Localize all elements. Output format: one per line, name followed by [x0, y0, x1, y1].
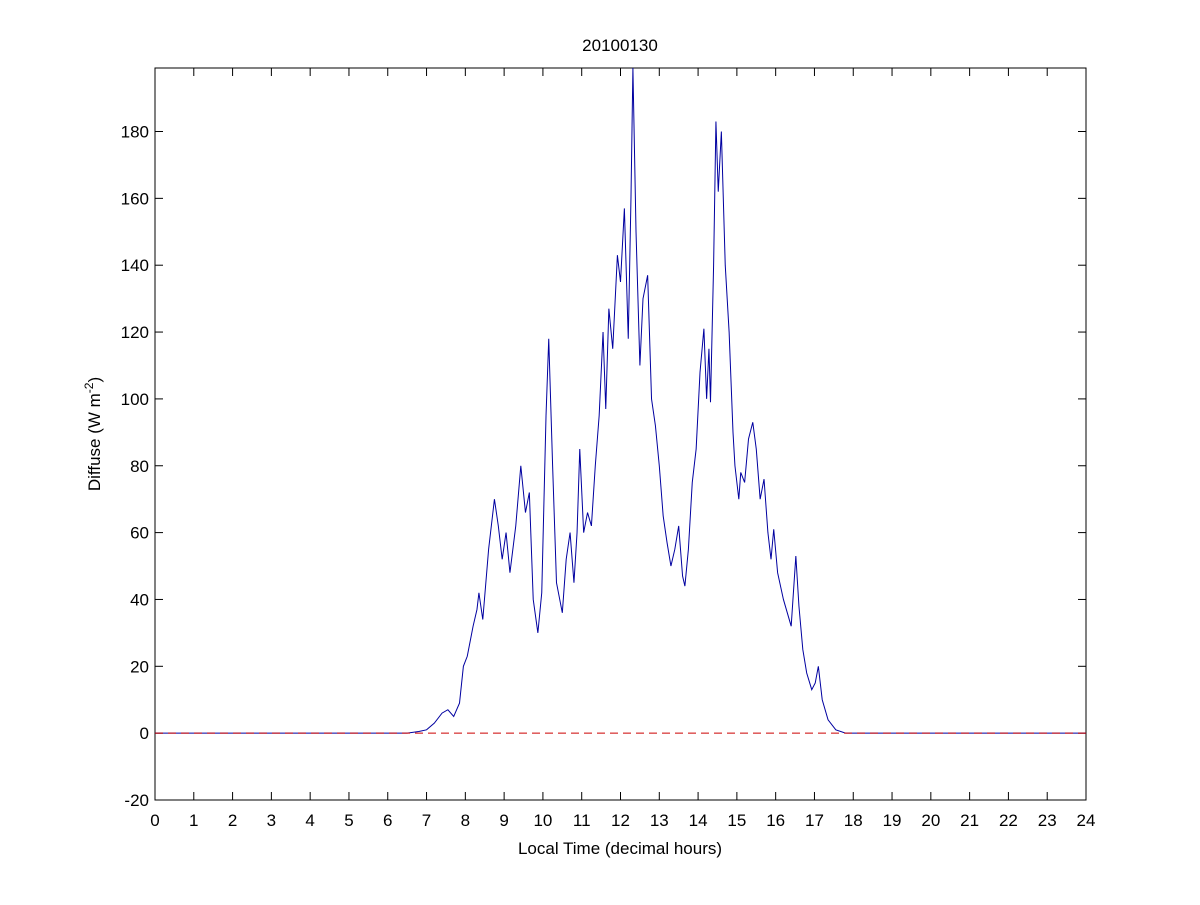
y-tick-label: 20	[130, 657, 149, 676]
x-tick-label: 13	[650, 811, 669, 830]
x-tick-label: 7	[422, 811, 431, 830]
y-tick-label: 80	[130, 457, 149, 476]
x-tick-label: 15	[727, 811, 746, 830]
y-tick-label: 160	[121, 189, 149, 208]
x-tick-label: 2	[228, 811, 237, 830]
x-tick-label: 17	[805, 811, 824, 830]
x-tick-label: 6	[383, 811, 392, 830]
x-tick-label: 0	[150, 811, 159, 830]
x-tick-label: 19	[883, 811, 902, 830]
x-tick-label: 1	[189, 811, 198, 830]
data-line	[155, 67, 1086, 734]
y-axis-label-main: Diffuse (W m	[85, 393, 104, 491]
x-tick-label: 3	[267, 811, 276, 830]
y-axis-label-end: )	[85, 377, 104, 383]
x-tick-label: 14	[689, 811, 708, 830]
x-tick-label: 12	[611, 811, 630, 830]
x-tick-label: 5	[344, 811, 353, 830]
x-tick-label: 21	[960, 811, 979, 830]
x-tick-label: 11	[573, 811, 591, 830]
y-axis-label: Diffuse (W m-2)	[82, 377, 104, 491]
x-tick-label: 8	[461, 811, 470, 830]
y-tick-label: 60	[130, 524, 149, 543]
chart-title: 20100130	[582, 36, 658, 55]
x-tick-label: 9	[499, 811, 508, 830]
y-tick-label: 120	[121, 323, 149, 342]
y-tick-label: 40	[130, 590, 149, 609]
x-tick-label: 20	[921, 811, 940, 830]
x-axis-label: Local Time (decimal hours)	[518, 839, 722, 858]
x-tick-label: 10	[533, 811, 552, 830]
y-tick-label: 140	[121, 256, 149, 275]
y-tick-label: 180	[121, 123, 149, 142]
y-tick-label: 0	[140, 724, 149, 743]
x-tick-label: 22	[999, 811, 1018, 830]
x-tick-label: 23	[1038, 811, 1057, 830]
y-tick-label: -20	[124, 791, 149, 810]
x-tick-label: 16	[766, 811, 785, 830]
x-tick-label: 18	[844, 811, 863, 830]
y-tick-label: 100	[121, 390, 149, 409]
x-tick-label: 24	[1077, 811, 1096, 830]
y-axis-label-sup: -2	[82, 382, 96, 393]
x-tick-label: 4	[305, 811, 314, 830]
plot-area	[154, 67, 1087, 801]
